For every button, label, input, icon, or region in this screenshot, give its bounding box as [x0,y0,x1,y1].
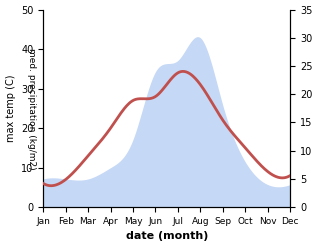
X-axis label: date (month): date (month) [126,231,208,242]
Y-axis label: med. precipitation (kg/m2): med. precipitation (kg/m2) [26,48,36,169]
Y-axis label: max temp (C): max temp (C) [5,75,16,142]
